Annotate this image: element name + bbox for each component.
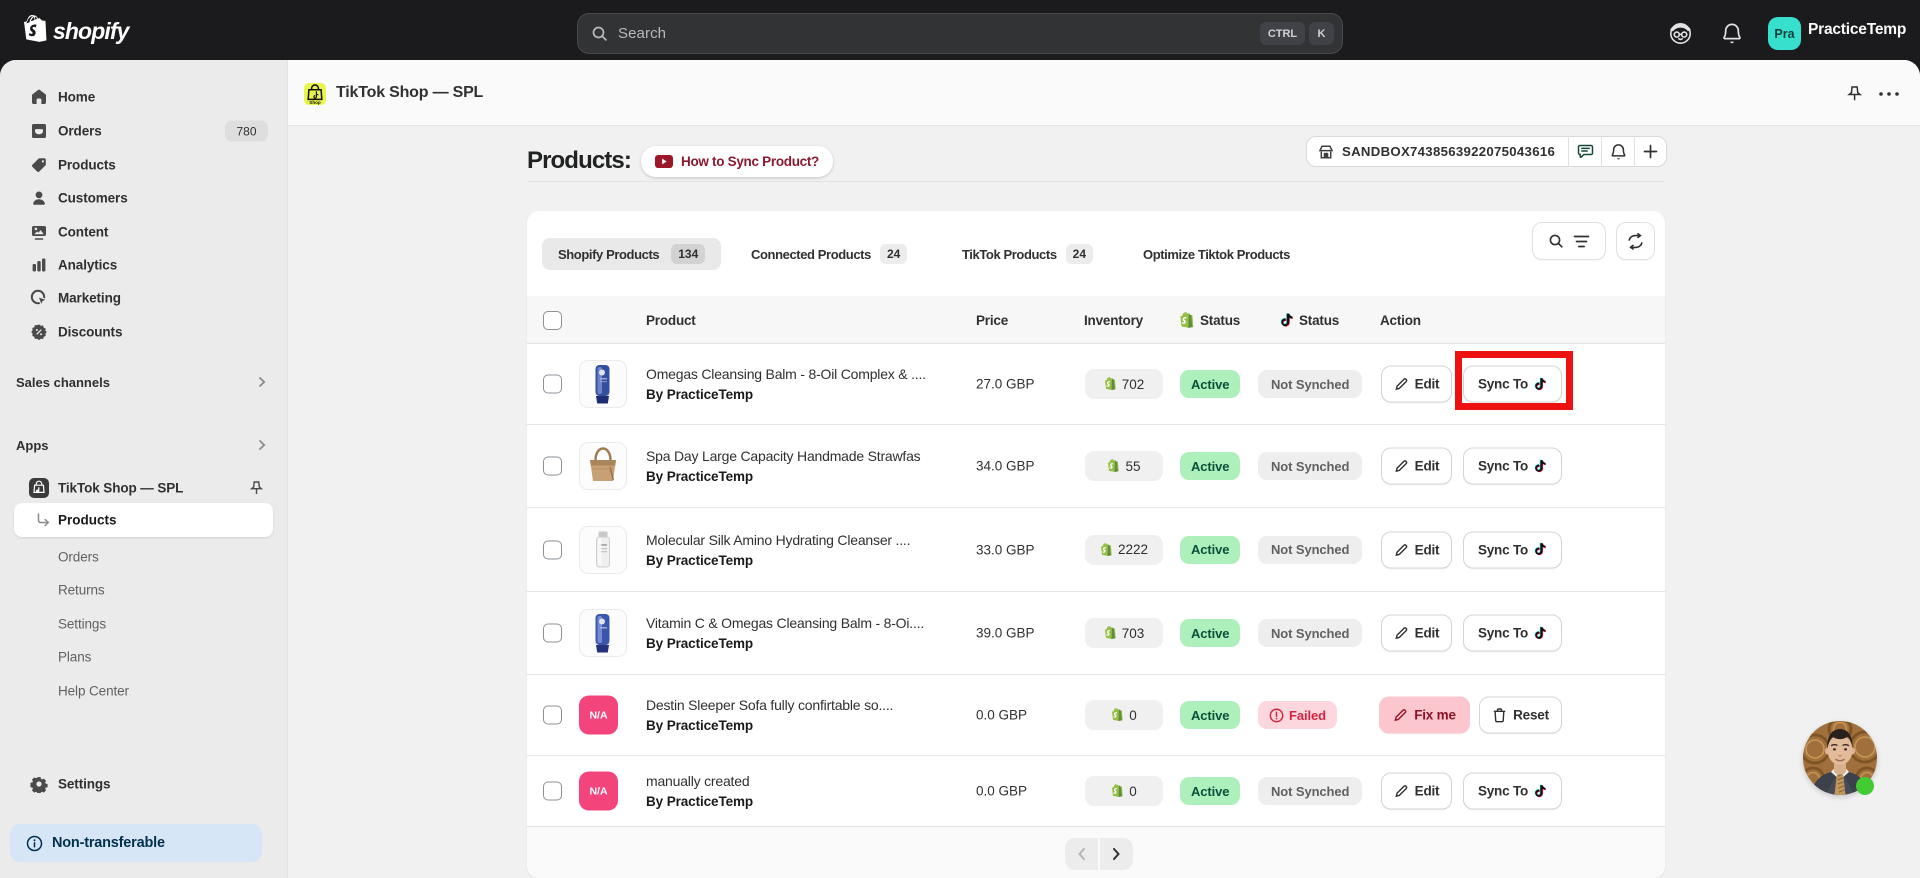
svg-text:Shop: Shop (309, 100, 321, 105)
